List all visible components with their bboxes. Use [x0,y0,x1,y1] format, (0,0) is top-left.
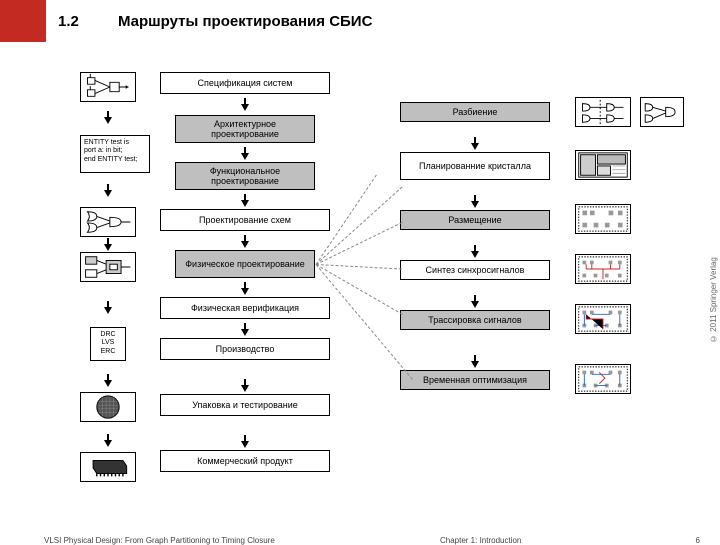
box-func: Функциональное проектирование [175,162,315,190]
arrow-down-icon [241,385,249,392]
accent-block [0,0,46,42]
arrow-down-icon [104,117,112,124]
box-spec: Спецификация систем [160,72,330,94]
footer-left: VLSI Physical Design: From Graph Partiti… [44,536,275,545]
arrow-down-icon [104,440,112,447]
box-timing: Временная оптимизация [400,370,550,390]
check-line: LVS [94,339,122,347]
box-pack: Упаковка и тестирование [160,394,330,416]
icon-spec [80,72,136,102]
arrow-down-icon [241,329,249,336]
icon-drc-lvs-erc: DRC LVS ERC [90,327,126,361]
box-routing: Трассировка сигналов [400,310,550,330]
arrow-down-icon [471,143,479,150]
arrow-down-icon [104,307,112,314]
box-schem: Проектирование схем [160,209,330,231]
copyright-text: © 2011 Springer Verlag [709,200,718,400]
arrow-down-icon [104,380,112,387]
box-fab: Производство [160,338,330,360]
arrow-down-icon [241,104,249,111]
icon-partition-2 [640,97,684,127]
arrow-down-icon [471,201,479,208]
box-product: Коммерческий продукт [160,450,330,472]
slide-header: 1.2 Маршруты проектирования СБИС [0,0,720,42]
box-partition: Разбиение [400,102,550,122]
arrow-down-icon [241,153,249,160]
arrow-down-icon [471,301,479,308]
box-verif: Физическая верификация [160,297,330,319]
icon-chip [80,452,136,482]
arrow-down-icon [241,288,249,295]
code-line: end ENTITY test; [84,156,146,164]
icon-routing [575,304,631,334]
check-line: ERC [94,348,122,356]
footer-page: 6 [696,536,700,545]
arrow-down-icon [241,441,249,448]
icon-gates [80,207,136,237]
box-arch: Архитектурное проектирование [175,115,315,143]
icon-partition [575,97,631,127]
arrow-down-icon [241,241,249,248]
box-placement: Размещение [400,210,550,230]
code-line: port a: in bit; [84,147,146,155]
icon-placement [575,204,631,234]
slide-title: Маршруты проектирования СБИС [118,13,372,30]
section-number: 1.2 [58,13,118,30]
arrow-down-icon [104,244,112,251]
icon-floorplan [575,150,631,180]
check-line: DRC [94,331,122,339]
icon-cts [575,254,631,284]
arrow-down-icon [471,251,479,258]
dashed-connector [316,264,413,380]
code-line: ENTITY test is [84,139,146,147]
icon-schematic [80,252,136,282]
dashed-connector [316,264,402,269]
icon-timing [575,364,631,394]
icon-entity-code: ENTITY test is port a: in bit; end ENTIT… [80,135,150,173]
footer-center: Chapter 1: Introduction [440,536,521,545]
icon-wafer [80,392,136,422]
box-phys: Физическое проектирование [175,250,315,278]
box-cts: Синтез синхросигналов [400,260,550,280]
box-floorplan: Планированние кристалла [400,152,550,180]
arrow-down-icon [104,190,112,197]
diagram-canvas: ENTITY test is port a: in bit; end ENTIT… [0,42,720,512]
arrow-down-icon [241,200,249,207]
arrow-down-icon [471,361,479,368]
